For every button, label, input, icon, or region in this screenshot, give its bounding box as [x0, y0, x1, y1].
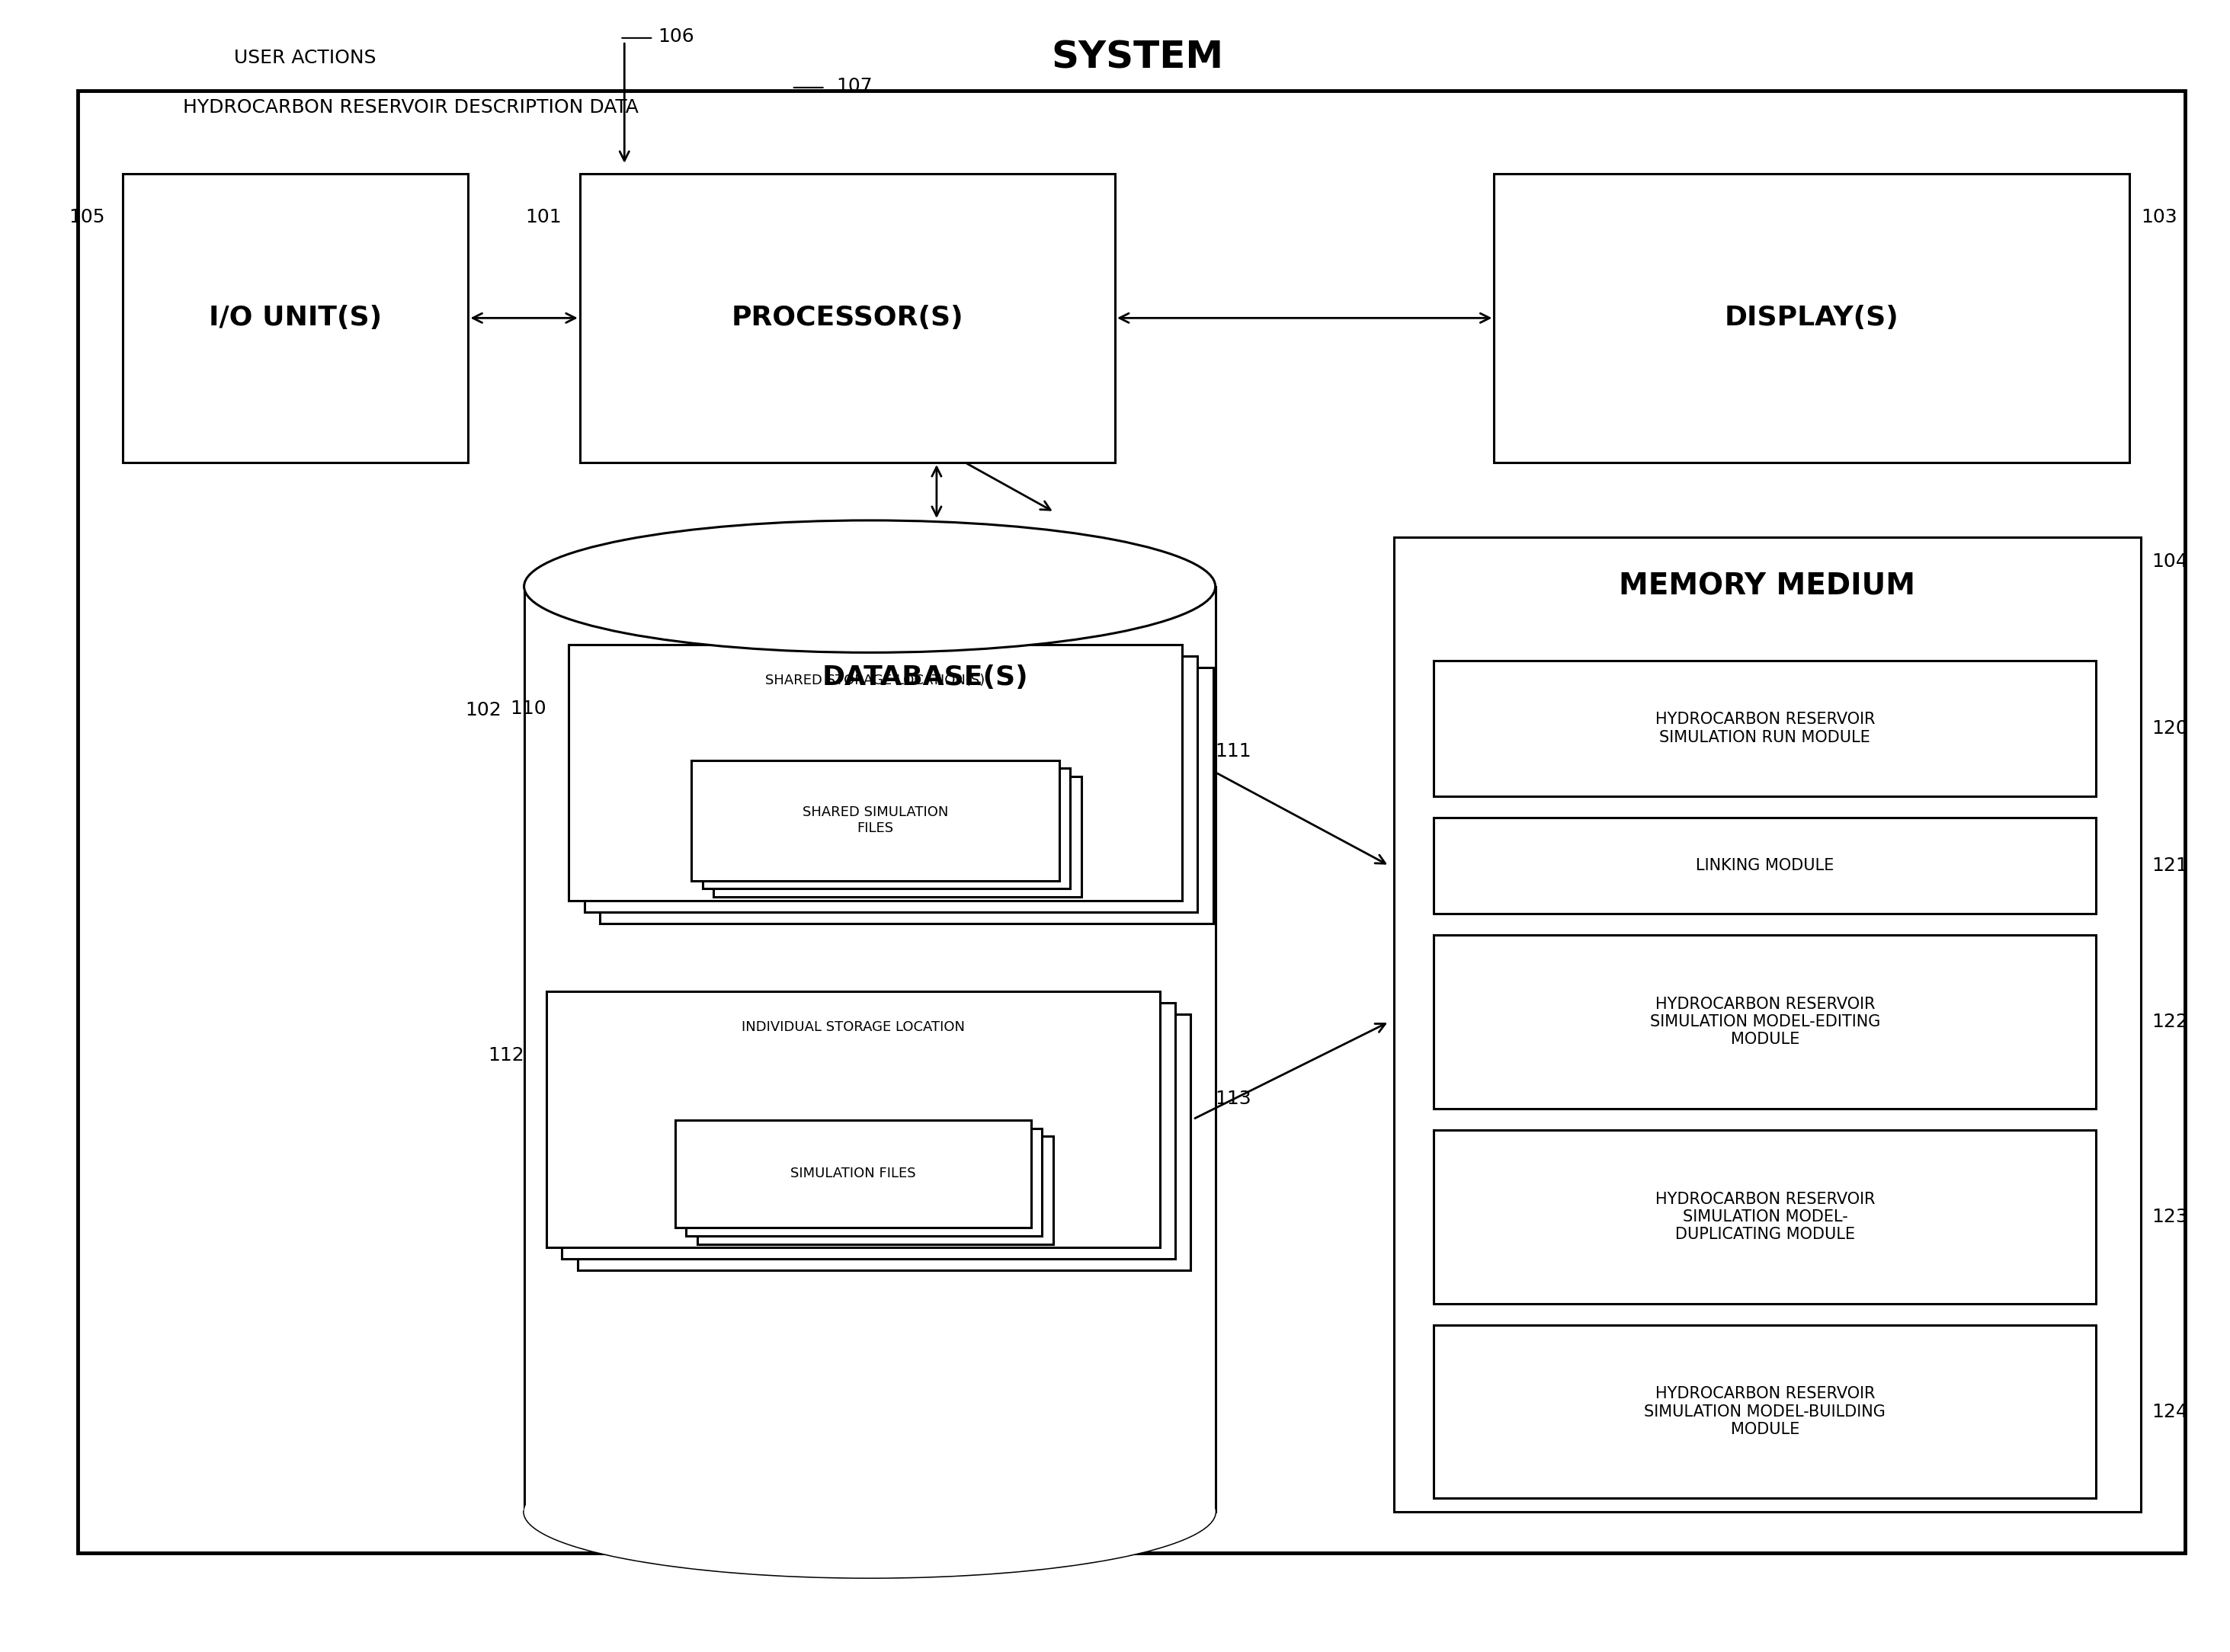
Bar	[1494, 173, 2130, 463]
Bar	[714, 776, 1082, 897]
Text: LINKING MODULE: LINKING MODULE	[1697, 857, 1833, 874]
Text: HYDROCARBON RESERVOIR
SIMULATION MODEL-
DUPLICATING MODULE: HYDROCARBON RESERVOIR SIMULATION MODEL- …	[1655, 1191, 1875, 1242]
Bar	[546, 991, 1160, 1247]
Bar	[1434, 935, 2096, 1108]
Text: I/O UNIT(S): I/O UNIT(S)	[210, 306, 381, 330]
Bar	[687, 1128, 1041, 1236]
Text: SIMULATION FILES: SIMULATION FILES	[789, 1166, 917, 1181]
Text: SYSTEM: SYSTEM	[1050, 40, 1224, 76]
Bar	[78, 91, 2185, 1553]
Bar	[1434, 1130, 2096, 1303]
Text: 106: 106	[658, 26, 694, 46]
Bar	[562, 1003, 1175, 1259]
Ellipse shape	[524, 1446, 1215, 1578]
Text: DISPLAY(S): DISPLAY(S)	[1724, 306, 1900, 330]
Bar	[702, 768, 1070, 889]
Text: HYDROCARBON RESERVOIR
SIMULATION MODEL-BUILDING
MODULE: HYDROCARBON RESERVOIR SIMULATION MODEL-B…	[1644, 1386, 1887, 1437]
Text: 102: 102	[466, 700, 502, 720]
Text: 122: 122	[2152, 1013, 2188, 1031]
Bar	[698, 1137, 1053, 1244]
Text: 101: 101	[526, 208, 562, 226]
Text: USER ACTIONS: USER ACTIONS	[234, 48, 377, 68]
Text: 103: 103	[2141, 208, 2176, 226]
Text: HYDROCARBON RESERVOIR DESCRIPTION DATA: HYDROCARBON RESERVOIR DESCRIPTION DATA	[183, 97, 638, 117]
Bar	[1434, 661, 2096, 796]
Text: 120: 120	[2152, 719, 2188, 738]
Text: 113: 113	[1215, 1089, 1251, 1108]
Bar	[578, 1014, 1191, 1270]
Text: 104: 104	[2152, 552, 2188, 572]
Bar	[1394, 537, 2141, 1512]
Text: 112: 112	[488, 1046, 524, 1064]
Text: HYDROCARBON RESERVOIR
SIMULATION MODEL-EDITING
MODULE: HYDROCARBON RESERVOIR SIMULATION MODEL-E…	[1650, 996, 1880, 1047]
Text: HYDROCARBON RESERVOIR
SIMULATION RUN MODULE: HYDROCARBON RESERVOIR SIMULATION RUN MOD…	[1655, 712, 1875, 745]
Text: DATABASE(S): DATABASE(S)	[823, 664, 1028, 691]
Bar	[569, 644, 1182, 900]
Bar	[580, 173, 1115, 463]
Text: 110: 110	[511, 699, 546, 717]
Text: PROCESSOR(S): PROCESSOR(S)	[731, 306, 963, 330]
Bar	[123, 173, 468, 463]
Text: INDIVIDUAL STORAGE LOCATION: INDIVIDUAL STORAGE LOCATION	[740, 1021, 966, 1034]
Text: 124: 124	[2152, 1403, 2188, 1421]
Text: SHARED STORAGE LOCATION(S): SHARED STORAGE LOCATION(S)	[765, 674, 986, 687]
Text: 107: 107	[836, 76, 872, 96]
Bar	[676, 1120, 1030, 1227]
Text: 121: 121	[2152, 856, 2188, 876]
Bar	[691, 760, 1059, 881]
Ellipse shape	[524, 520, 1215, 653]
Bar	[1434, 1325, 2096, 1498]
Bar	[584, 656, 1198, 912]
Bar	[1434, 818, 2096, 914]
Text: 111: 111	[1215, 742, 1251, 762]
Text: 105: 105	[69, 208, 105, 226]
Text: 123: 123	[2152, 1208, 2188, 1226]
Text: MEMORY MEDIUM: MEMORY MEDIUM	[1619, 572, 1916, 601]
Bar	[600, 667, 1213, 923]
Text: SHARED SIMULATION
FILES: SHARED SIMULATION FILES	[803, 806, 948, 836]
